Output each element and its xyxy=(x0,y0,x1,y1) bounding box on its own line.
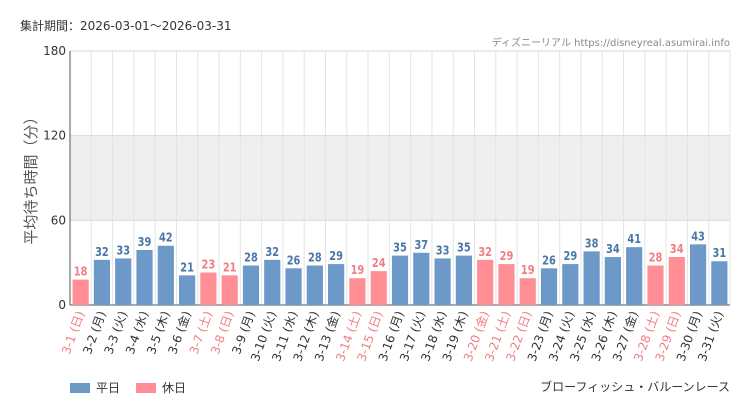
bar-19 xyxy=(455,255,472,305)
bar-6 xyxy=(179,275,196,305)
bar-7 xyxy=(200,272,217,305)
value-label-22: 19 xyxy=(521,263,535,277)
bar-2 xyxy=(93,259,111,305)
value-label-31: 31 xyxy=(713,246,727,260)
bar-15 xyxy=(370,271,387,305)
bar-25 xyxy=(583,251,600,305)
bar-5 xyxy=(157,245,174,305)
value-label-11: 26 xyxy=(287,253,301,267)
bar-4 xyxy=(136,249,153,305)
value-label-8: 21 xyxy=(223,260,237,274)
value-label-1: 18 xyxy=(74,265,88,279)
value-label-9: 28 xyxy=(244,251,258,265)
bar-10 xyxy=(264,259,281,305)
bar-9 xyxy=(242,265,260,305)
bar-17 xyxy=(413,252,430,305)
shaded-band xyxy=(70,135,730,221)
y-tick-label: 120 xyxy=(43,129,66,143)
legend-swatch-weekday xyxy=(70,382,90,393)
bar-26 xyxy=(604,257,621,305)
bar-23 xyxy=(540,268,558,305)
value-label-7: 23 xyxy=(202,258,216,272)
bar-14 xyxy=(349,278,366,305)
legend-label-weekday: 平日 xyxy=(96,381,121,395)
bar-30 xyxy=(689,244,707,305)
value-label-28: 28 xyxy=(649,251,663,265)
value-label-23: 26 xyxy=(542,253,556,267)
bar-20 xyxy=(477,259,494,305)
source-label: ディズニーリアル https://disneyreal.asumirai.inf… xyxy=(491,38,730,49)
bar-16 xyxy=(391,255,409,305)
bar-31 xyxy=(711,261,728,305)
bar-24 xyxy=(562,264,579,305)
bar-3 xyxy=(115,258,132,305)
bar-13 xyxy=(328,264,345,305)
value-label-2: 32 xyxy=(95,245,109,259)
bar-12 xyxy=(306,265,323,305)
bar-1 xyxy=(72,279,89,305)
value-label-12: 28 xyxy=(308,251,322,265)
value-label-16: 35 xyxy=(393,241,407,255)
value-label-5: 42 xyxy=(159,231,173,245)
legend-swatch-holiday xyxy=(136,382,157,393)
y-axis-label: 平均待ち時間（分） xyxy=(22,109,40,244)
value-label-20: 32 xyxy=(478,245,492,259)
bar-27 xyxy=(626,247,643,305)
value-label-15: 24 xyxy=(372,256,386,270)
legend: 平日 休日 xyxy=(70,379,202,396)
y-tick-label: 0 xyxy=(58,298,66,312)
y-tick-label: 60 xyxy=(51,213,66,227)
value-label-14: 19 xyxy=(351,263,365,277)
bar-28 xyxy=(647,265,664,305)
bar-18 xyxy=(434,258,451,305)
bar-22 xyxy=(519,278,536,305)
bar-21 xyxy=(498,264,515,305)
value-label-26: 34 xyxy=(606,242,620,256)
value-label-19: 35 xyxy=(457,241,471,255)
legend-item-holiday: 休日 xyxy=(136,379,186,396)
period-label: 集計期間：2026-03-01～2026-03-31 xyxy=(20,19,232,33)
value-label-17: 37 xyxy=(414,238,428,252)
y-tick-label: 180 xyxy=(43,44,66,58)
value-label-4: 39 xyxy=(138,235,152,249)
value-label-13: 29 xyxy=(329,249,343,263)
value-label-6: 21 xyxy=(180,260,194,274)
bar-11 xyxy=(285,268,302,305)
legend-item-weekday: 平日 xyxy=(70,379,120,396)
legend-label-holiday: 休日 xyxy=(162,381,187,395)
attraction-name: ブローフィッシュ・バルーンレース xyxy=(540,380,730,394)
value-label-29: 34 xyxy=(670,242,684,256)
value-label-30: 43 xyxy=(691,229,705,243)
value-label-18: 33 xyxy=(436,243,450,257)
value-label-27: 41 xyxy=(627,232,641,246)
bar-29 xyxy=(668,257,685,305)
value-label-10: 32 xyxy=(265,245,279,259)
value-label-21: 29 xyxy=(500,249,514,263)
value-label-3: 33 xyxy=(116,243,130,257)
value-label-24: 29 xyxy=(563,249,577,263)
value-label-25: 38 xyxy=(585,236,599,250)
bar-8 xyxy=(221,275,238,305)
